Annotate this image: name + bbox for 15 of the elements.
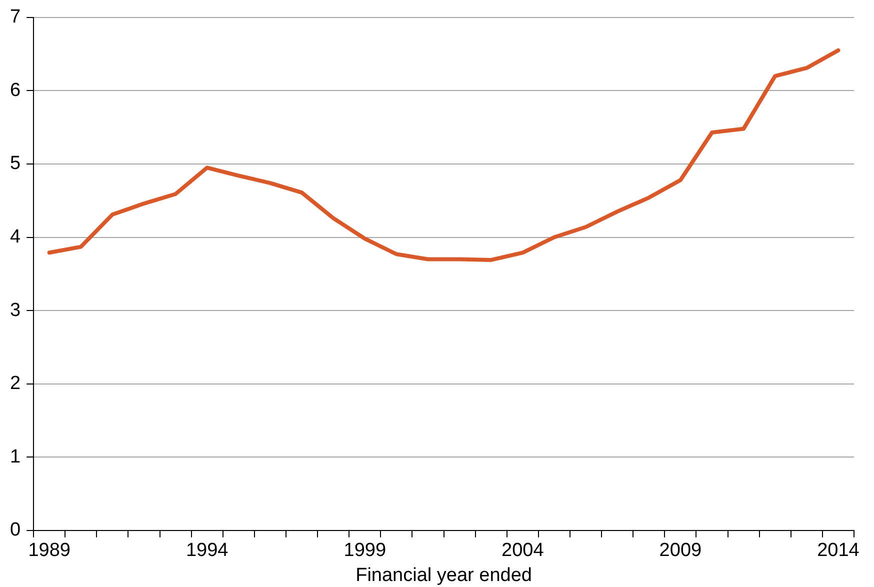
y-tick-label: 4 <box>10 226 21 248</box>
x-tick-label: 1999 <box>344 540 386 562</box>
y-tick-label: 5 <box>10 153 21 174</box>
y-tick-label: 6 <box>10 80 21 101</box>
y-tick-label: 7 <box>10 6 21 28</box>
x-tick-label: 2014 <box>817 540 860 562</box>
y-tick-label: 0 <box>10 520 21 541</box>
x-tick-label: 2009 <box>659 540 702 562</box>
x-tick-label: 1994 <box>186 540 229 562</box>
y-tick-label: 2 <box>10 373 21 394</box>
y-tick-label: 1 <box>10 446 21 468</box>
y-tick-label: 3 <box>10 300 21 321</box>
x-tick-label: 1989 <box>28 540 70 562</box>
x-axis-title: Financial year ended <box>356 564 532 586</box>
x-tick-label: 2004 <box>502 540 544 562</box>
